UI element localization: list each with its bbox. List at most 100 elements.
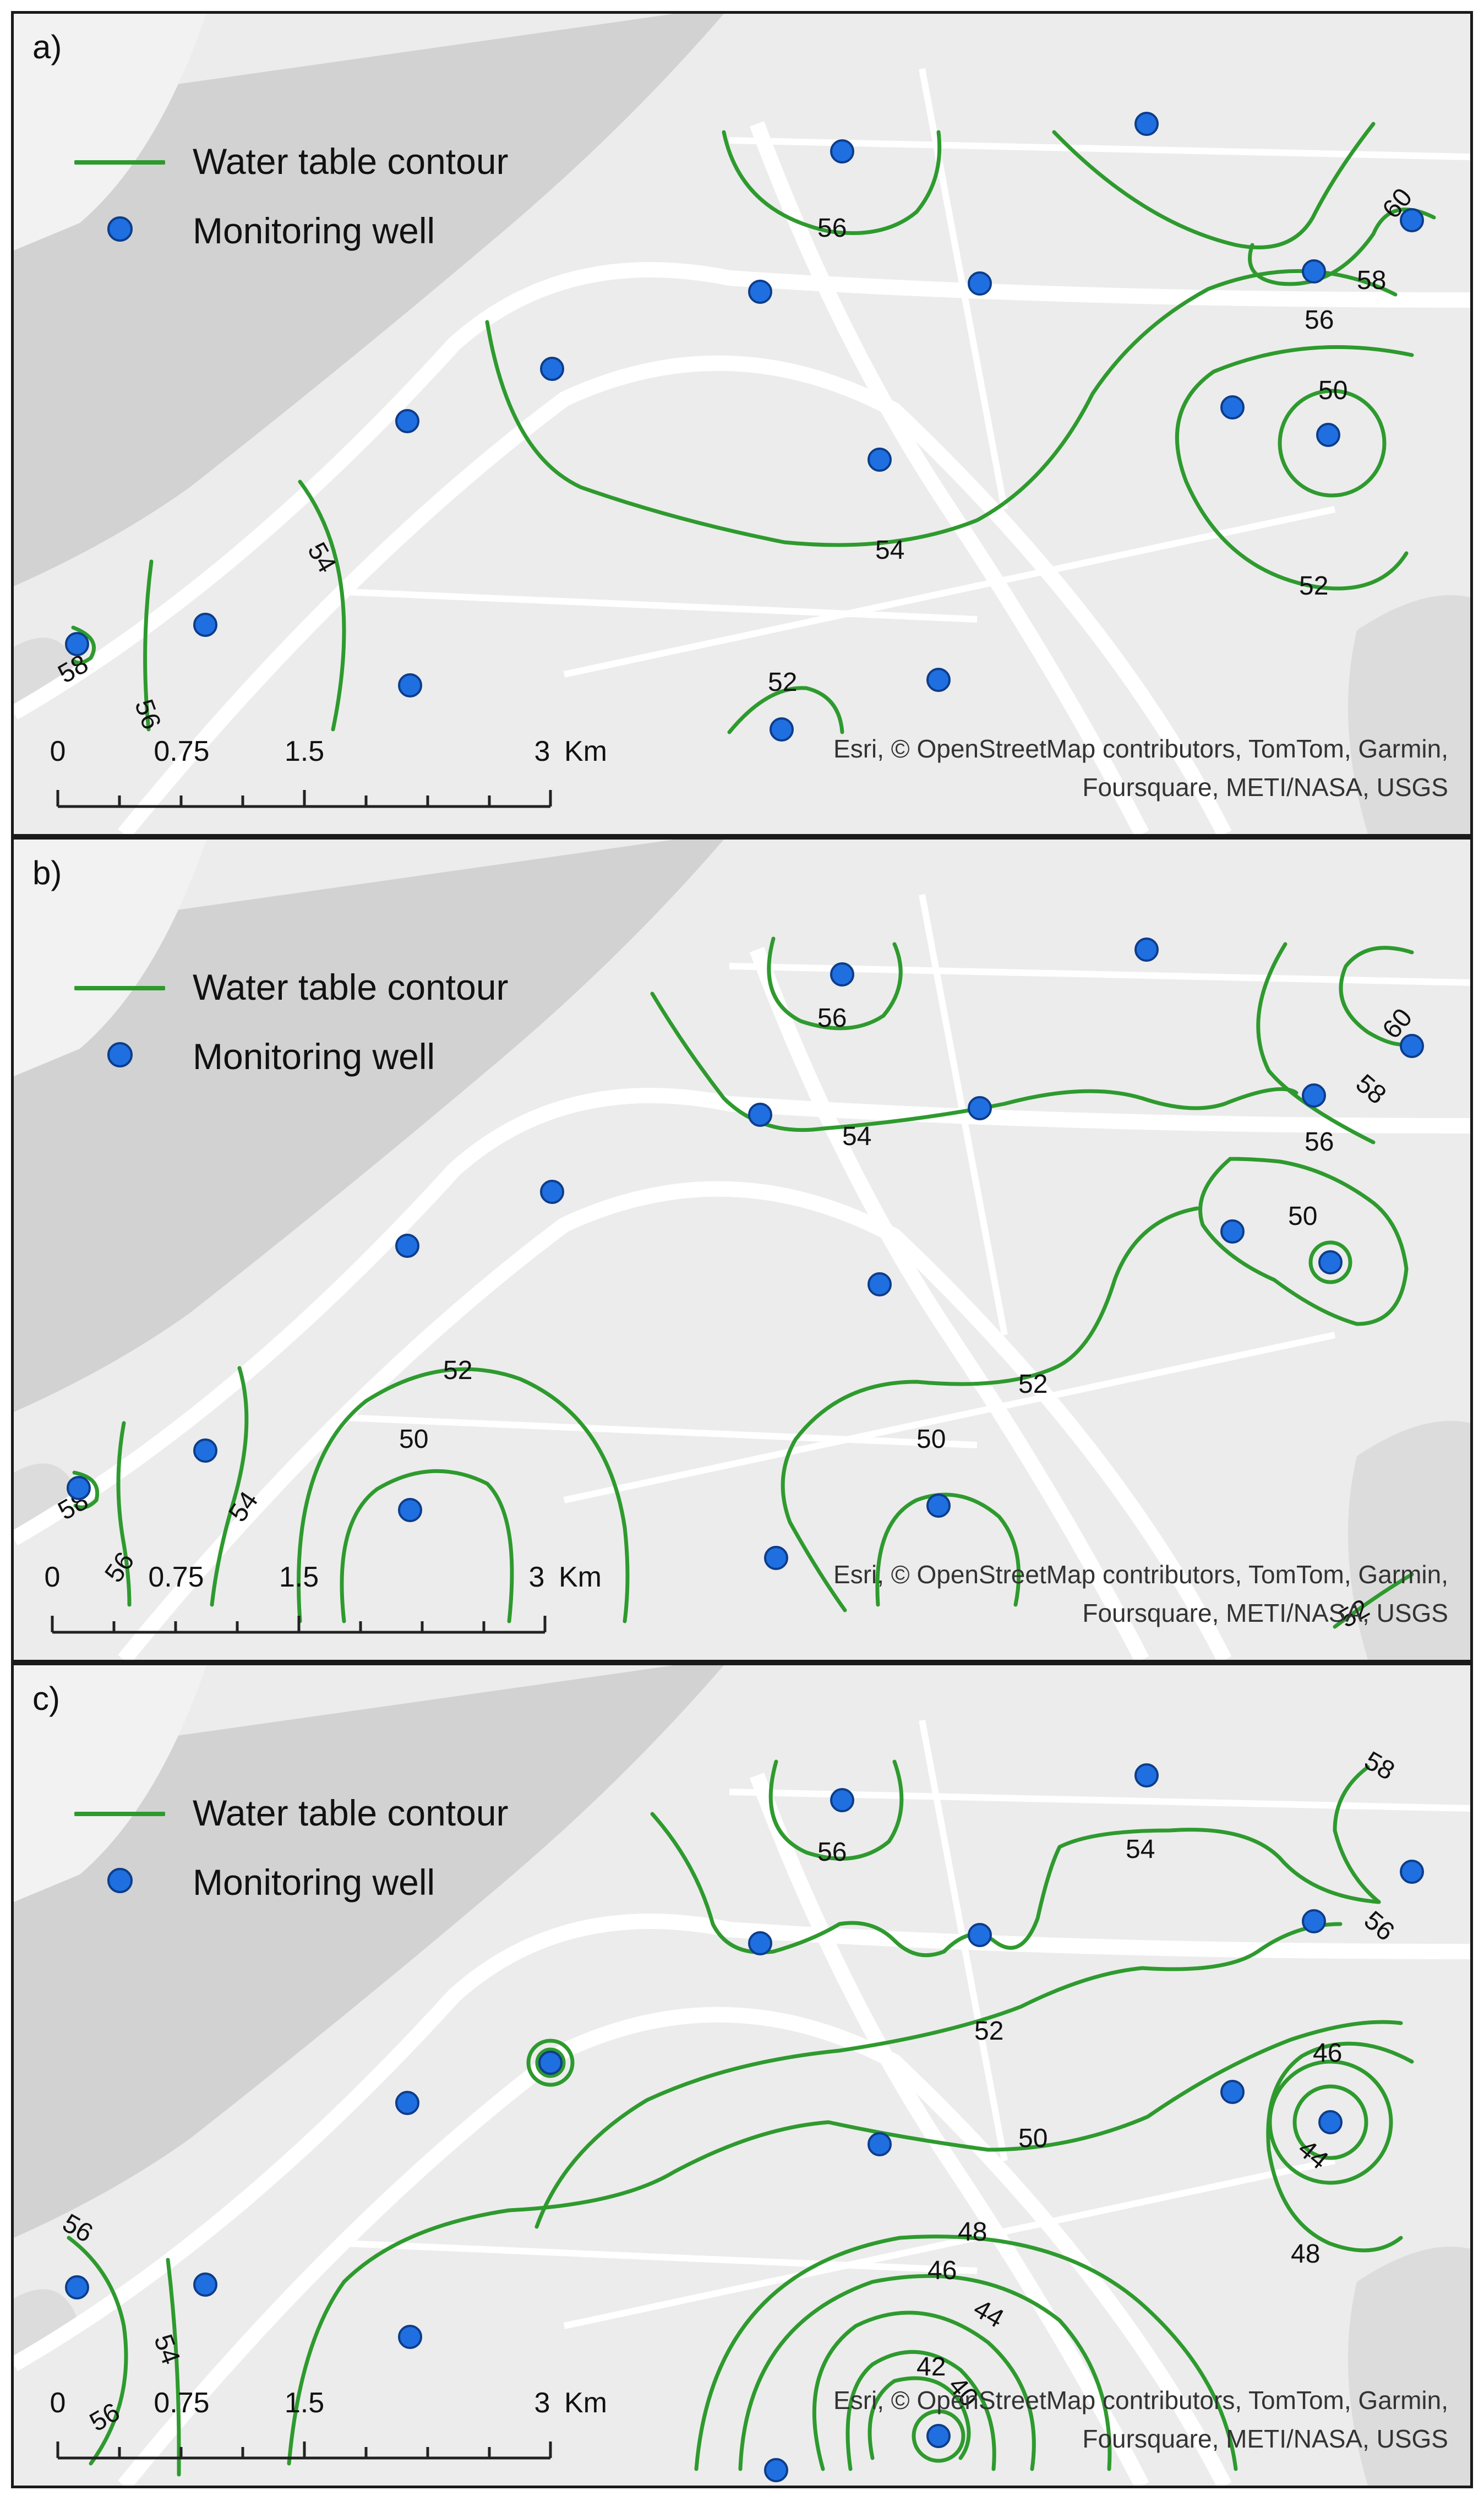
contour-ring xyxy=(912,2409,965,2463)
map-panel-b: 60 58 56 56 54 52 52 52 50 50 50 58 56 5… xyxy=(11,837,1473,1663)
contour-line xyxy=(845,2350,996,2471)
monitoring-well xyxy=(764,2458,788,2482)
monitoring-well xyxy=(1302,1083,1326,1108)
panel-label: a) xyxy=(32,29,62,66)
contour-line xyxy=(767,936,903,1031)
contour-label: 50 xyxy=(399,1425,428,1454)
map-canvas: 60 58 56 56 54 52 52 52 50 50 50 58 56 5… xyxy=(14,840,1470,1660)
contour-label: 56 xyxy=(817,1838,847,1867)
monitoring-wells xyxy=(65,112,1424,742)
monitoring-well xyxy=(398,1498,422,1522)
water-table-contours xyxy=(72,936,1414,1629)
legend-label: Monitoring well xyxy=(193,210,435,251)
contour-line xyxy=(534,1922,1343,2229)
monitoring-well xyxy=(395,409,419,433)
contour-label: 50 xyxy=(1318,376,1347,405)
monitoring-well xyxy=(868,1272,892,1296)
contour-ring xyxy=(1278,389,1387,498)
contour-line xyxy=(1339,946,1414,1047)
contour-line xyxy=(694,2235,1238,2471)
contour-line xyxy=(1052,122,1376,249)
monitoring-well xyxy=(1302,1909,1326,1933)
monitoring-well xyxy=(395,1234,419,1258)
contour-line xyxy=(812,2310,1036,2471)
contour-label: 56 xyxy=(1305,1127,1334,1157)
contour-ring xyxy=(1292,2084,1368,2160)
contour-label: 46 xyxy=(927,2256,957,2285)
monitoring-well xyxy=(1134,112,1159,136)
contour-line xyxy=(781,1206,1199,1612)
contour-line xyxy=(72,1470,100,1509)
scale-tick-label: 1.5 xyxy=(284,2387,325,2419)
well-dot-swatch xyxy=(107,1868,133,1893)
scale-bar: 0 0.75 1.5 3 Km xyxy=(45,1561,602,1632)
contour-label: 48 xyxy=(1291,2239,1320,2269)
monitoring-well xyxy=(398,2325,422,2349)
monitoring-well xyxy=(65,632,89,656)
basemap xyxy=(14,14,1470,834)
legend-label: Water table contour xyxy=(193,141,509,182)
contour-line xyxy=(297,1367,630,1623)
attribution-line: Esri, © OpenStreetMap contributors, TomT… xyxy=(833,2386,1448,2415)
monitoring-well xyxy=(926,668,951,692)
monitoring-well xyxy=(1318,2110,1343,2134)
monitoring-well xyxy=(868,2132,892,2156)
contour-line xyxy=(143,559,154,732)
monitoring-well xyxy=(1220,2080,1245,2104)
monitoring-well xyxy=(764,1546,788,1570)
contour-label: 54 xyxy=(875,536,904,565)
attribution: Esri, © OpenStreetMap contributors, TomT… xyxy=(833,1555,1448,1632)
contour-ring xyxy=(526,2039,575,2087)
monitoring-well xyxy=(748,1931,772,1955)
scale-bar: 0 0.75 1.5 3 Km xyxy=(50,735,607,806)
monitoring-well xyxy=(1220,1219,1245,1244)
scale-tick-label: 0 xyxy=(50,2387,66,2419)
water-table-contours xyxy=(71,122,1436,734)
monitoring-well xyxy=(830,962,854,987)
scale-bar-lines xyxy=(51,1616,547,1634)
scale-tick-label: 0 xyxy=(50,735,66,767)
map-canvas: 60 58 56 56 54 54 52 52 50 58 56 xyxy=(14,14,1470,834)
scale-tick-label: 1.5 xyxy=(279,1561,319,1593)
monitoring-well xyxy=(770,717,794,742)
basemap xyxy=(14,1665,1470,2486)
scale-unit: Km xyxy=(564,735,607,767)
scale-unit: Km xyxy=(564,2387,607,2419)
attribution-line: Esri, © OpenStreetMap contributors, TomT… xyxy=(833,734,1448,763)
contour-label: 48 xyxy=(958,2217,987,2247)
contour-line xyxy=(1333,1572,1414,1629)
scale-bar: 0 0.75 1.5 3 Km xyxy=(50,2386,607,2458)
monitoring-well xyxy=(1134,1763,1159,1787)
contour-label: 42 xyxy=(916,2352,946,2381)
contour-label: 54 xyxy=(842,1122,871,1151)
contour-label: 58 xyxy=(1357,266,1386,295)
contour-label: 52 xyxy=(768,668,797,697)
monitoring-well xyxy=(748,280,772,304)
contour-line xyxy=(71,625,96,665)
monitoring-well xyxy=(538,2051,563,2075)
contour-label: 52 xyxy=(1299,571,1328,601)
map-panel-a: 60 58 56 56 54 54 52 52 50 58 56 xyxy=(11,11,1473,837)
monitoring-wells xyxy=(65,1763,1424,2482)
contour-ring xyxy=(1308,1240,1352,1284)
panel-label: b) xyxy=(32,854,62,891)
contour-line xyxy=(485,269,1398,547)
monitoring-well xyxy=(65,2275,89,2299)
scale-unit: Km xyxy=(559,1561,602,1593)
panel-label: c) xyxy=(32,1680,60,1717)
scale-tick-label: 3 xyxy=(528,1561,545,1593)
scale-tick-label: 0.75 xyxy=(154,735,210,767)
attribution-line: Foursquare, METI/NASA, USGS xyxy=(1082,773,1448,802)
scale-bar-lines xyxy=(56,790,552,808)
contour-label: 46 xyxy=(1313,2039,1342,2068)
contour-label: 52 xyxy=(443,1356,472,1385)
contour-label: 56 xyxy=(1305,306,1334,335)
contour-line-swatch xyxy=(74,160,165,165)
monitoring-well xyxy=(1302,259,1326,284)
attribution-line: Foursquare, METI/NASA, USGS xyxy=(1082,2424,1448,2453)
monitoring-well xyxy=(395,2091,419,2115)
scale-tick-label: 3 xyxy=(534,2387,550,2419)
monitoring-well xyxy=(1400,1860,1424,1884)
monitoring-well xyxy=(868,448,892,472)
contour-line xyxy=(1266,2041,1414,2253)
